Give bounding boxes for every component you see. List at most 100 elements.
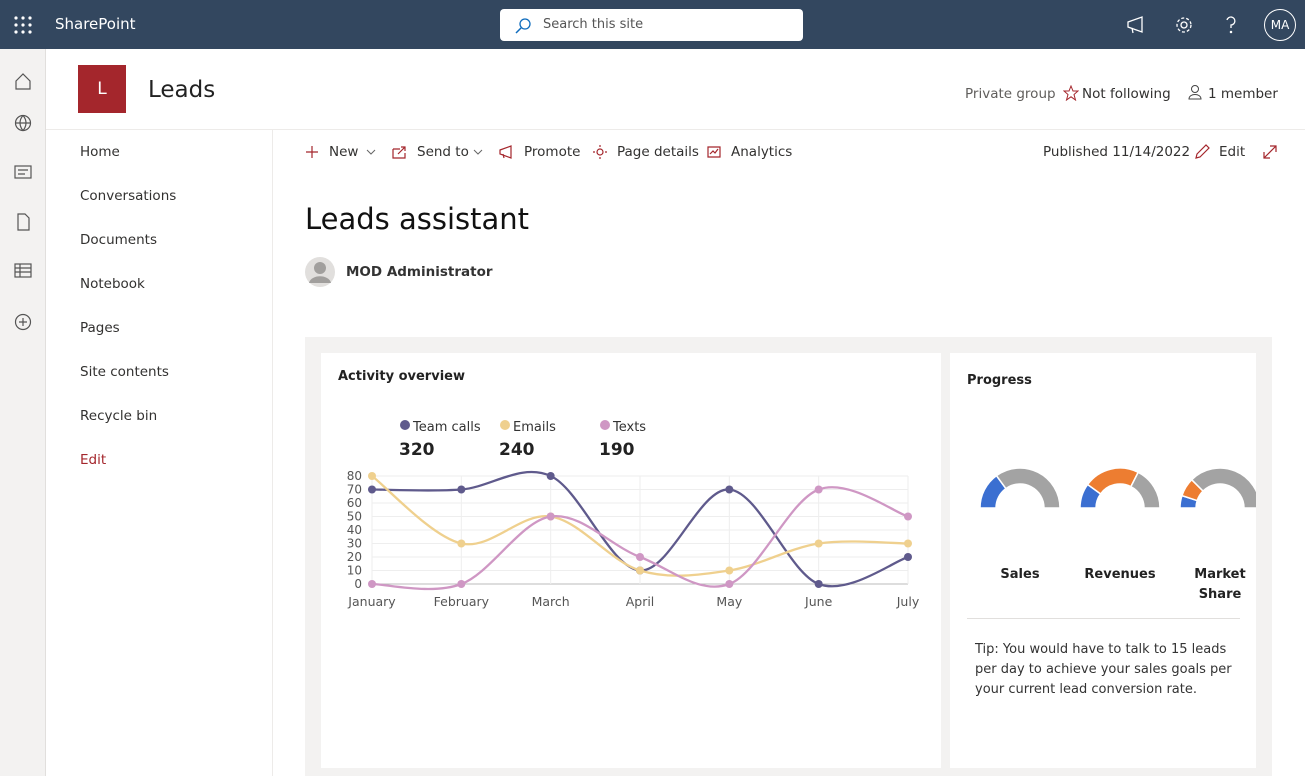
command-button[interactable]: Send to [417,144,469,160]
legend-label: Texts [612,420,646,435]
command-button[interactable]: Page details [617,144,699,160]
data-point [725,485,734,494]
icon [499,145,512,159]
legend-swatch [400,420,410,430]
data-point [546,512,555,521]
data-point [457,580,466,588]
author-avatar [305,257,335,287]
left-rail [0,49,46,776]
command-icon [593,145,607,159]
gauge-segment [1086,467,1140,495]
top-bar: SharePoint Search this site MA [0,0,1305,49]
data-point [904,553,912,561]
edit-button[interactable]: Edit [1219,144,1246,160]
published: Published 11/14/2022 [1043,144,1191,160]
icon [707,146,721,158]
legend-total: 240 [499,440,535,460]
data-point [814,485,823,494]
avatar[interactable]: MA [1264,9,1296,41]
data-point [904,539,912,548]
command-icon [499,145,512,159]
progress-title: Progress [967,373,1032,388]
icon [593,145,607,159]
data-point [636,553,644,561]
nav-link[interactable]: Conversations [80,188,177,204]
y-tick-label: 20 [347,550,362,564]
star-icon [1063,85,1079,101]
data-point [904,512,912,521]
command-button[interactable]: Analytics [731,144,793,160]
data-point [368,472,376,480]
chart-title: Activity overview [338,369,465,384]
command-button[interactable]: Promote [524,144,581,160]
command-icon [707,146,721,158]
rail-icons[interactable] [0,49,45,349]
data-point [368,580,376,588]
nav-link[interactable]: Site contents [80,364,169,380]
page-title: Leads assistant [305,202,530,236]
command-icon [392,146,406,159]
x-tick-label: May [716,594,742,609]
nav-link[interactable]: Home [80,144,120,160]
x-tick-label: February [434,594,490,609]
x-tick-label: March [532,594,570,609]
expand-icon[interactable] [1262,144,1278,160]
gauge-segment [1190,467,1256,509]
chevron[interactable] [473,148,483,156]
divider [967,618,1240,619]
gauge-label: Revenues [1084,567,1156,582]
divider [272,130,273,776]
gauge-segment [995,467,1061,509]
follow-button[interactable]: Not following [1082,86,1171,102]
legend-label: Team calls [412,420,481,435]
app-name[interactable]: SharePoint [55,15,136,33]
legend-label: Emails [513,420,556,435]
data-point [725,566,734,575]
legend-total: 320 [399,440,435,460]
icon [473,149,483,155]
nav-link[interactable]: Recycle bin [80,408,158,424]
search-box[interactable]: Search this site [500,9,803,41]
nav-link[interactable]: Documents [80,232,157,248]
data-point [368,485,376,494]
icon [306,146,318,158]
nav-link[interactable]: Edit [80,452,107,468]
divider [46,129,1305,130]
app-launcher[interactable] [14,16,32,34]
data-point [457,485,466,494]
site-title[interactable]: Leads [148,77,216,103]
command-icon [306,146,318,158]
author[interactable]: MOD Administrator [346,264,493,280]
data-point [814,580,823,588]
data-point [457,539,466,548]
x-tick-label: April [626,594,655,609]
x-tick-label: July [896,594,920,609]
tip: Tip: You would have to talk to 15 leads … [975,642,1232,697]
x-tick-label: January [347,594,396,609]
legend-swatch [500,420,510,430]
data-point [636,566,644,575]
data-point [546,472,555,480]
y-tick-label: 50 [347,510,362,524]
legend-swatch [600,420,610,430]
search-icon [515,18,531,34]
progress-card: Progress Sales Revenues Market Share Tip: … [950,353,1256,768]
member-icon [1188,85,1202,100]
data-point [725,580,734,588]
data-point [814,539,823,548]
y-tick-label: 40 [347,523,362,537]
site-logo[interactable]: L [78,65,126,113]
y-tick-label: 60 [347,496,362,510]
y-tick-label: 80 [347,469,362,483]
command-button[interactable]: New [329,144,359,160]
chevron[interactable] [366,148,376,156]
nav-link[interactable]: Notebook [80,276,145,292]
members[interactable]: 1 member [1208,86,1278,102]
top-icons[interactable] [1126,14,1256,36]
legend-total: 190 [599,440,635,460]
icon [392,146,406,159]
x-tick-label: June [804,594,833,609]
nav-link[interactable]: Pages [80,320,120,336]
